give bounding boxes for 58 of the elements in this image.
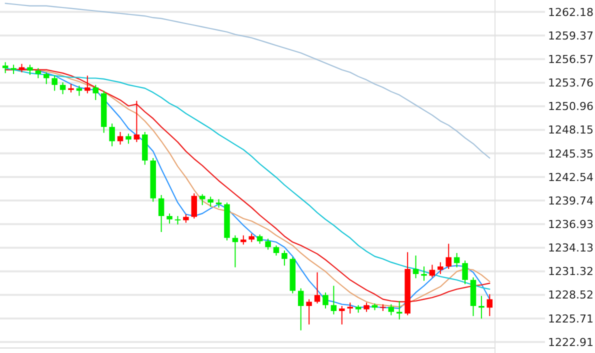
candlestick <box>256 234 263 244</box>
y-tick-label: 1245.35 <box>548 147 594 160</box>
y-tick-label: 1242.54 <box>548 170 594 184</box>
candlestick <box>84 75 90 94</box>
candlestick <box>92 84 99 101</box>
candlestick <box>282 250 288 266</box>
candlestick <box>298 288 304 331</box>
candlestick <box>191 192 198 220</box>
y-tick-label: 1231.32 <box>548 265 594 278</box>
candlestick <box>388 304 394 316</box>
candlestick <box>265 238 271 250</box>
candlestick <box>134 100 140 143</box>
candlestick <box>412 255 419 279</box>
line-series <box>4 2 490 159</box>
candlestick <box>454 252 460 268</box>
candlestick <box>208 196 214 208</box>
candlestick <box>44 72 50 85</box>
candlestick <box>421 266 427 282</box>
candlestick <box>273 244 280 256</box>
candlestick <box>330 285 337 315</box>
candlestick <box>35 68 42 79</box>
candlestick <box>2 62 8 74</box>
y-tick-label: 1239.74 <box>548 194 594 208</box>
candlestick <box>126 133 132 144</box>
candlestick <box>322 292 328 309</box>
candlestick <box>10 64 16 74</box>
y-tick-label: 1259.37 <box>548 29 594 42</box>
y-tick-label: 1248.15 <box>548 124 594 137</box>
candlestick <box>306 298 312 325</box>
candlestick <box>109 123 115 147</box>
candlestick <box>166 213 172 224</box>
y-tick-label: 1256.57 <box>548 52 594 66</box>
candlestick <box>52 75 58 92</box>
candlestick <box>339 305 345 325</box>
candlestick <box>232 234 238 268</box>
candlestick <box>240 234 246 246</box>
y-tick-label: 1228.52 <box>548 288 594 302</box>
candlestick <box>60 82 66 95</box>
candlestick <box>364 302 370 312</box>
candlestick <box>478 295 484 320</box>
y-tick-label: 1222.91 <box>548 336 594 349</box>
y-tick-label: 1225.71 <box>548 312 594 326</box>
candlestick <box>158 194 164 232</box>
y-tick-label: 1250.96 <box>548 100 594 114</box>
candlestick <box>76 85 82 96</box>
candlestick <box>117 131 124 146</box>
y-tick-label: 1236.93 <box>548 218 594 232</box>
y-tick-label: 1253.76 <box>548 76 594 90</box>
y-tick-label: 1234.13 <box>548 242 594 255</box>
candlestick <box>27 64 33 76</box>
y-tick-label: 1262.18 <box>548 6 594 19</box>
candlestick <box>314 272 320 304</box>
candlestick <box>462 260 468 285</box>
candlestick <box>347 302 353 314</box>
candlestick <box>429 264 436 278</box>
candlestick <box>438 262 444 275</box>
candlestick <box>486 294 493 317</box>
candlestick <box>446 243 452 270</box>
